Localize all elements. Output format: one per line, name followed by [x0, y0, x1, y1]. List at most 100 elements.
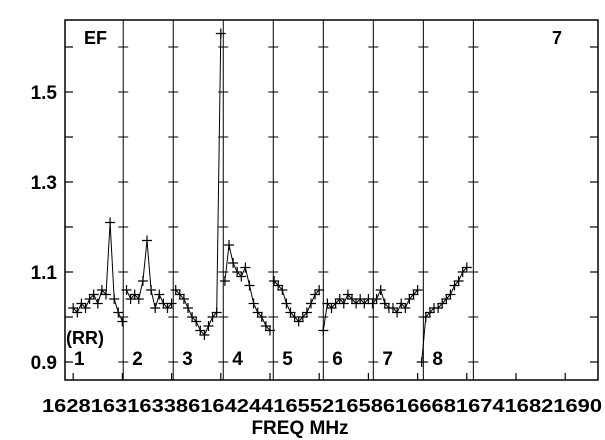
data-point [142, 235, 152, 246]
data-point [244, 280, 255, 291]
x-tick-labels: 1628163163386164244165521658616668167416… [42, 396, 602, 416]
annotation-panel-number: 7 [552, 28, 562, 48]
data-point [150, 303, 161, 313]
panel-number-label: 2 [132, 349, 143, 370]
data-point [453, 276, 464, 286]
data-point [400, 303, 411, 313]
panel-dividers [118, 20, 479, 380]
panel-number-label: 5 [282, 349, 293, 370]
data-point [416, 357, 427, 367]
data-point [408, 289, 419, 300]
data-point [215, 28, 226, 39]
data-point [187, 312, 198, 322]
panel-number-label: 4 [232, 349, 243, 370]
data-point [277, 285, 288, 295]
chart-labels: EF 7 (RR) FREQ MHz 162816316338616424416… [31, 28, 602, 439]
data-point [121, 285, 132, 295]
data-point [457, 267, 468, 277]
y-tick-label: 1.3 [31, 173, 57, 194]
data-point [92, 298, 103, 309]
panel-number-label: 8 [432, 349, 443, 370]
polarization-label: (RR) [66, 328, 104, 348]
data-series [68, 28, 472, 367]
data-point [437, 298, 448, 309]
data-point [72, 307, 83, 318]
data-point [379, 298, 390, 309]
data-point [96, 285, 107, 295]
data-point [392, 307, 403, 318]
data-point [256, 312, 267, 322]
series-line [372, 288, 418, 314]
data-point [404, 294, 415, 304]
data-point [68, 303, 79, 313]
data-point [342, 289, 353, 300]
data-point [441, 294, 452, 304]
data-point [236, 271, 247, 282]
data-point [113, 307, 124, 318]
data-point [269, 276, 280, 286]
series-line [224, 244, 271, 331]
axis-ticks [65, 46, 598, 380]
plot-frame [64, 19, 599, 381]
data-point [105, 217, 116, 228]
data-point [117, 316, 128, 327]
panel-number-label: 3 [182, 349, 193, 370]
data-point [211, 307, 222, 318]
data-point [178, 294, 189, 304]
data-point [162, 303, 173, 313]
y-tick-label: 1.1 [31, 263, 58, 284]
series-line [273, 280, 320, 323]
data-point [424, 307, 435, 318]
data-point [338, 298, 349, 309]
plot-border [64, 19, 599, 381]
data-point [224, 240, 234, 250]
data-point [388, 303, 398, 313]
data-point [240, 262, 251, 273]
data-point [183, 303, 193, 313]
data-point [195, 325, 206, 336]
data-point [166, 298, 177, 309]
data-point [133, 294, 144, 304]
panel-number-label: 1 [74, 349, 85, 370]
data-point [297, 312, 308, 322]
data-point [273, 280, 284, 291]
data-point [396, 298, 407, 309]
data-point [281, 298, 292, 309]
data-point [420, 312, 431, 322]
data-point [191, 316, 202, 327]
data-point [265, 325, 275, 336]
data-point [88, 289, 99, 300]
data-point [101, 289, 111, 300]
data-point [310, 289, 321, 300]
series-line [322, 293, 369, 331]
data-point [371, 294, 382, 304]
annotation-ef: EF [84, 28, 107, 48]
data-point [285, 307, 296, 318]
data-point [170, 285, 181, 295]
data-point [174, 289, 185, 300]
series-line [175, 33, 222, 336]
data-point [248, 298, 259, 309]
series-line [421, 267, 468, 363]
data-point [314, 285, 325, 295]
data-point [412, 285, 423, 295]
data-point [154, 289, 165, 300]
data-point [203, 321, 214, 331]
data-point [326, 303, 337, 313]
data-point [260, 321, 271, 331]
data-point [219, 276, 230, 286]
data-point [76, 298, 87, 309]
panel-number-label: 6 [332, 349, 343, 370]
data-point [293, 316, 304, 327]
x-axis-title: FREQ MHz [251, 418, 348, 439]
data-point [232, 267, 243, 277]
y-tick-label: 1.5 [31, 83, 58, 104]
series-line [126, 240, 172, 310]
data-point [252, 307, 263, 318]
y-tick-label: 0.9 [31, 353, 57, 374]
data-point [301, 307, 312, 318]
data-point [461, 262, 472, 273]
data-point [334, 294, 345, 304]
data-point [80, 303, 91, 313]
